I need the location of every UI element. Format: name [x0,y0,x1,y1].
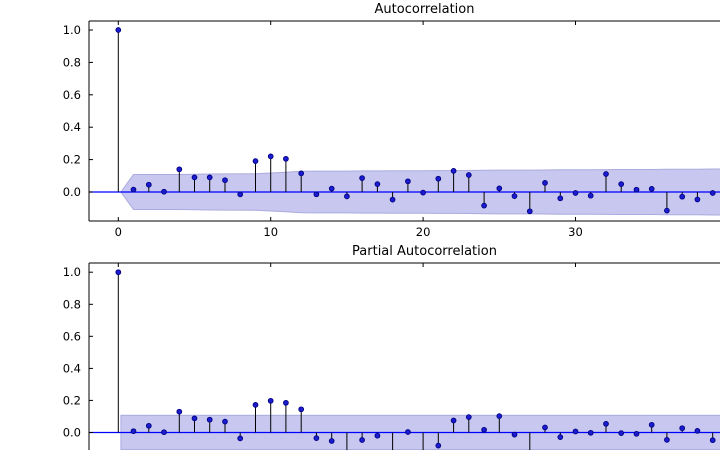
pacf-markers [115,269,716,449]
acf-plot: 0.0 0.2 0.4 0.6 0.8 1.0 0 10 20 30 [63,20,720,239]
acf-ytick-label: 0.4 [63,120,81,134]
acf-axes [88,20,720,222]
pacf-ytick-label: 0.2 [63,393,81,407]
acf-ytick-label: 0.0 [63,185,81,199]
acf-xtick-label: 30 [568,225,583,239]
pacf-ytick-label: 0.0 [63,426,81,440]
pacf-ytick-label: 0.4 [63,361,81,375]
acf-xtick-label: 0 [115,225,122,239]
acf-ytick-label: 0.6 [63,88,81,102]
acf-ytick-label: 1.0 [63,23,81,37]
acf-title: Autocorrelation [374,2,475,17]
acf-ytick-label: 0.8 [63,55,81,69]
acf-xtick-label: 10 [263,225,278,239]
acf-ytick-label: 0.2 [63,153,81,167]
acf-markers [115,27,716,215]
acf-xtick-label: 20 [416,225,431,239]
pacf-title: Partial Autocorrelation [352,244,497,259]
pacf-ytick-label: 0.6 [63,329,81,343]
pacf-axes [88,262,720,450]
pacf-ytick-label: 0.8 [63,297,81,311]
pacf-ytick-label: 1.0 [63,265,81,279]
pacf-plot: 0.0 0.2 0.4 0.6 0.8 1.0 [63,262,720,450]
